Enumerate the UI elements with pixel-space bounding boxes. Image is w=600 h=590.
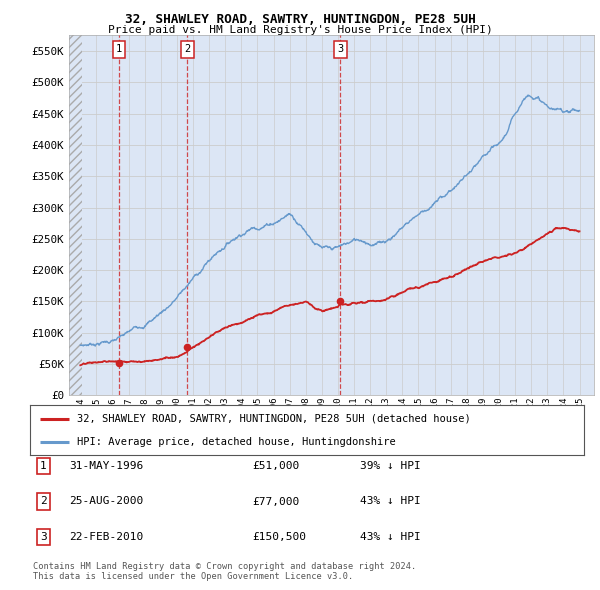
Text: 43% ↓ HPI: 43% ↓ HPI [360,532,421,542]
Text: 31-MAY-1996: 31-MAY-1996 [69,461,143,471]
Text: 1: 1 [40,461,47,471]
Text: £150,500: £150,500 [252,532,306,542]
Text: 2: 2 [184,44,190,54]
Text: 32, SHAWLEY ROAD, SAWTRY, HUNTINGDON, PE28 5UH: 32, SHAWLEY ROAD, SAWTRY, HUNTINGDON, PE… [125,13,475,26]
Text: 43% ↓ HPI: 43% ↓ HPI [360,497,421,506]
Text: 39% ↓ HPI: 39% ↓ HPI [360,461,421,471]
Text: 25-AUG-2000: 25-AUG-2000 [69,497,143,506]
Text: 32, SHAWLEY ROAD, SAWTRY, HUNTINGDON, PE28 5UH (detached house): 32, SHAWLEY ROAD, SAWTRY, HUNTINGDON, PE… [77,414,471,424]
Text: 3: 3 [337,44,343,54]
Text: 3: 3 [40,532,47,542]
Text: Price paid vs. HM Land Registry's House Price Index (HPI): Price paid vs. HM Land Registry's House … [107,25,493,35]
Text: 22-FEB-2010: 22-FEB-2010 [69,532,143,542]
Text: 2: 2 [40,497,47,506]
Text: Contains HM Land Registry data © Crown copyright and database right 2024.
This d: Contains HM Land Registry data © Crown c… [33,562,416,581]
Text: £51,000: £51,000 [252,461,299,471]
Text: 1: 1 [116,44,122,54]
Text: HPI: Average price, detached house, Huntingdonshire: HPI: Average price, detached house, Hunt… [77,437,396,447]
Text: £77,000: £77,000 [252,497,299,506]
